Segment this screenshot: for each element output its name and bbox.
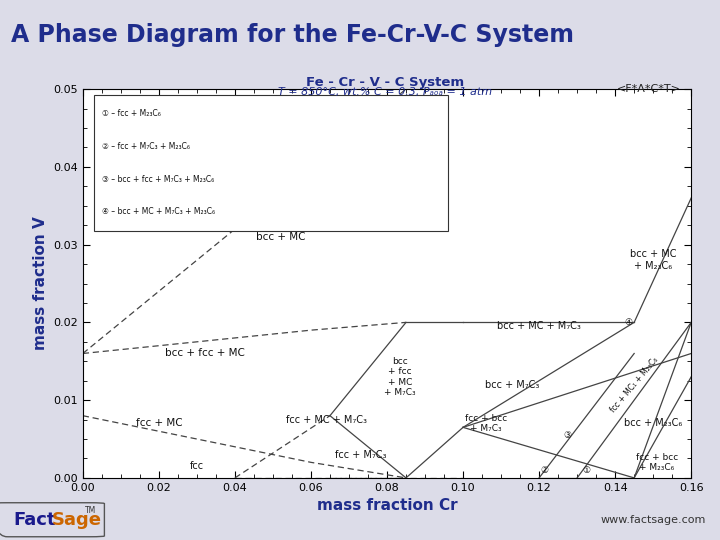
Text: bcc
+ fcc
+ MC
+ M₇C₃: bcc + fcc + MC + M₇C₃	[384, 357, 416, 397]
X-axis label: mass fraction Cr: mass fraction Cr	[317, 498, 457, 514]
Text: ①: ①	[582, 465, 590, 475]
Text: ② – fcc + M₇C₃ + M₂₃C₆: ② – fcc + M₇C₃ + M₂₃C₆	[102, 142, 190, 151]
Text: fcc + M₇C₃: fcc + M₇C₃	[335, 450, 386, 460]
Text: ④: ④	[624, 318, 633, 327]
Text: ④ – bcc + MC + M₇C₃ + M₂₃C₆: ④ – bcc + MC + M₇C₃ + M₂₃C₆	[102, 207, 215, 217]
Text: A Phase Diagram for the Fe-Cr-V-C System: A Phase Diagram for the Fe-Cr-V-C System	[11, 23, 574, 47]
Y-axis label: mass fraction V: mass fraction V	[32, 217, 48, 350]
Text: fcc + bcc
+ M₇C₃: fcc + bcc + M₇C₃	[464, 414, 507, 433]
Text: bcc + MC: bcc + MC	[256, 232, 305, 242]
Text: fcc + MC₁ + M₂₃C₆: fcc + MC₁ + M₂₃C₆	[608, 355, 660, 414]
Text: fcc + MC + M₇C₃: fcc + MC + M₇C₃	[286, 415, 366, 424]
Text: TM: TM	[85, 507, 96, 515]
Text: Fact: Fact	[13, 511, 55, 529]
Text: fcc: fcc	[190, 461, 204, 471]
Text: ②: ②	[541, 465, 549, 475]
Text: <F*A*C*T>: <F*A*C*T>	[616, 84, 680, 93]
Text: ③ – bcc + fcc + M₇C₃ + M₂₃C₆: ③ – bcc + fcc + M₇C₃ + M₂₃C₆	[102, 175, 214, 184]
Text: bcc + M₂₃C₆: bcc + M₂₃C₆	[624, 418, 683, 428]
Text: bcc + fcc + MC: bcc + fcc + MC	[165, 348, 244, 359]
Text: fcc + bcc
+ M₂₃C₆: fcc + bcc + M₂₃C₆	[636, 453, 678, 472]
Text: T = 850°C, wt.% C = 0.3, Pₐₒₐ = 1 atm: T = 850°C, wt.% C = 0.3, Pₐₒₐ = 1 atm	[278, 87, 492, 97]
Text: www.factsage.com: www.factsage.com	[600, 515, 706, 525]
Text: ③: ③	[564, 430, 572, 440]
Text: fcc + MC: fcc + MC	[135, 418, 182, 428]
Text: ① – fcc + M₂₃C₆: ① – fcc + M₂₃C₆	[102, 110, 161, 118]
Text: bcc + M₇C₃: bcc + M₇C₃	[485, 380, 540, 389]
Text: Fe - Cr - V - C System: Fe - Cr - V - C System	[306, 76, 464, 89]
Text: bcc + MC + M₇C₃: bcc + MC + M₇C₃	[498, 321, 581, 331]
Text: Sage: Sage	[52, 511, 102, 529]
Text: bcc + MC
+ M₂₃C₆: bcc + MC + M₂₃C₆	[630, 249, 676, 271]
Bar	[94, 94, 448, 231]
